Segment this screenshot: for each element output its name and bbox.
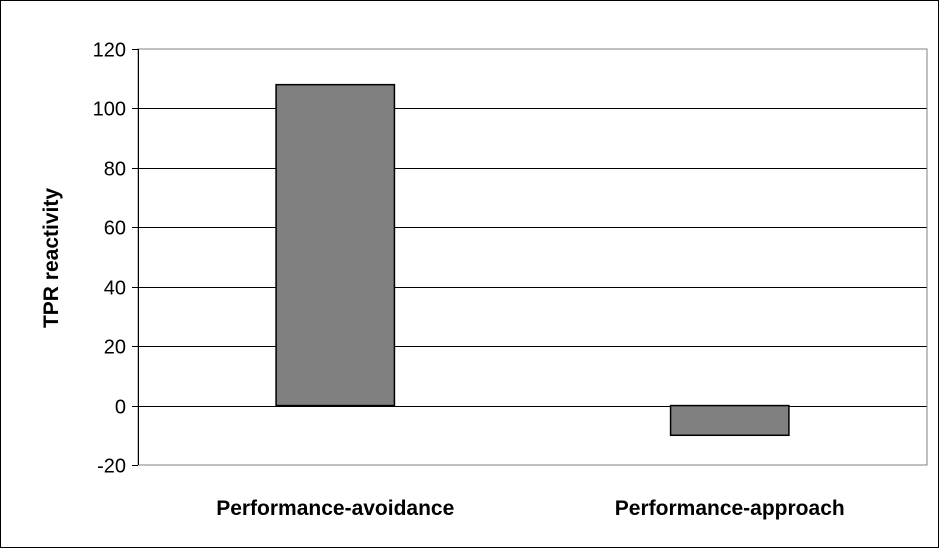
category-labels: Performance-avoidance Performance-approac…	[216, 497, 845, 520]
y-tick-labels: 120 100 80 60 40 20 0 -20	[93, 40, 126, 478]
plot-area-border	[137, 48, 928, 466]
category-label: Performance-avoidance	[216, 497, 454, 520]
y-tick-label: 120	[93, 40, 126, 62]
y-tick-label: 0	[115, 397, 126, 419]
y-tick-label: 60	[104, 218, 126, 240]
y-tick-label: 80	[104, 159, 126, 181]
gridlines	[138, 108, 927, 407]
category-label: Performance-approach	[615, 497, 845, 520]
y-tick-label: -20	[97, 456, 126, 478]
y-tick-label: 100	[93, 99, 126, 121]
bar	[669, 404, 790, 437]
axes	[132, 48, 928, 466]
bars	[275, 83, 790, 437]
y-axis-title: TPR reactivity	[40, 188, 63, 328]
bar	[275, 83, 396, 407]
y-tick-label: 20	[104, 337, 126, 359]
y-tick-label: 40	[104, 278, 126, 300]
